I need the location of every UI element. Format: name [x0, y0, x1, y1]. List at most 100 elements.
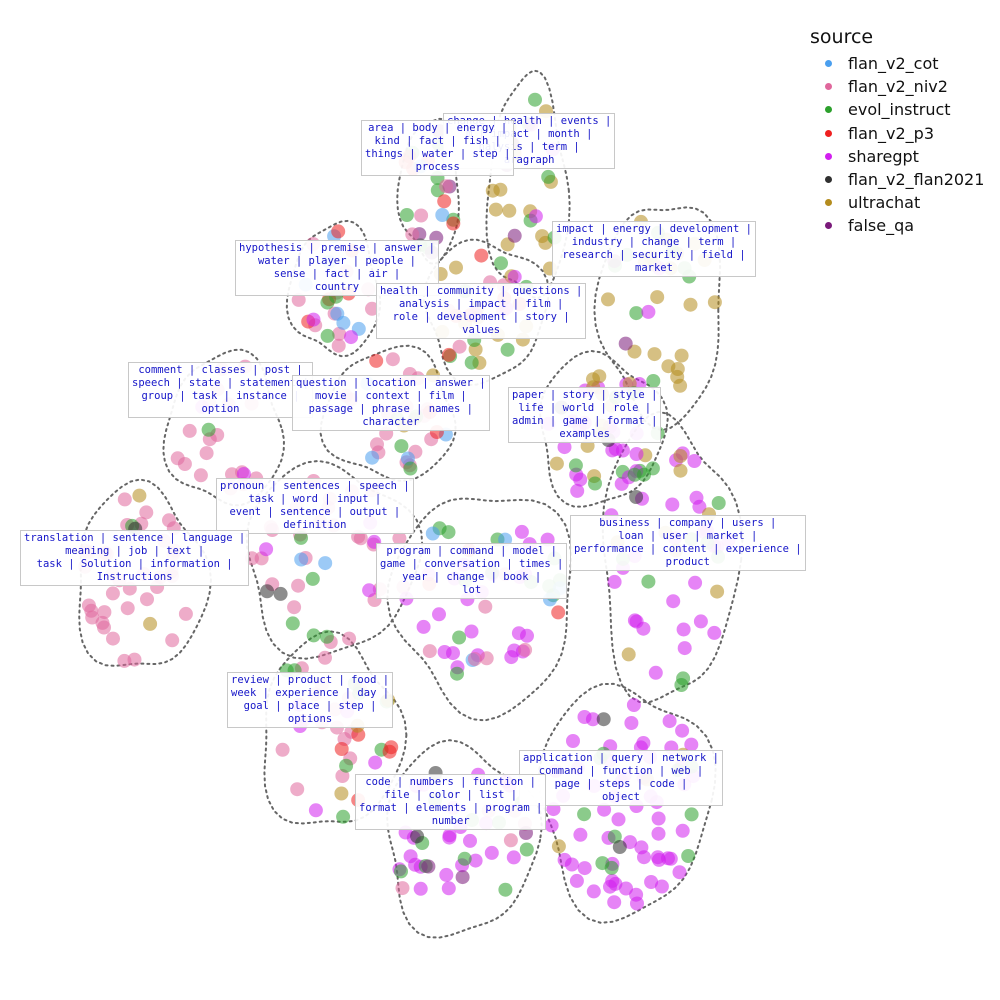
point-sharegpt	[607, 895, 622, 910]
legend-title: source	[810, 26, 874, 48]
point-flan_v2_niv2	[127, 652, 142, 667]
topic-label-c11: translation | sentence | language | mean…	[20, 530, 250, 586]
point-evol_instruct	[681, 849, 696, 863]
point-false_qa	[618, 336, 633, 351]
point-sharegpt	[413, 881, 428, 896]
point-sharegpt	[666, 594, 681, 609]
legend-label: false_qa	[848, 216, 915, 236]
point-evol_instruct	[452, 630, 467, 645]
point-flan_v2_niv2	[503, 833, 518, 848]
point-sharegpt	[675, 823, 690, 838]
legend-item-flan_v2_niv2: flan_v2_niv2	[810, 75, 984, 98]
point-sharegpt	[507, 643, 522, 658]
topic-label-c6: comment | classes | post | speech | stat…	[128, 362, 314, 418]
point-flan_v2_niv2	[106, 631, 120, 646]
point-sharegpt	[684, 737, 699, 752]
legend-label: flan_v2_cot	[848, 54, 939, 74]
point-evol_instruct	[319, 629, 334, 644]
legend-swatch	[825, 106, 832, 114]
point-flan_v2_niv2	[332, 326, 347, 341]
point-flan_v2_niv2	[199, 446, 214, 461]
point-flan_v2_niv2	[452, 339, 467, 354]
point-flan_v2_cot	[330, 306, 345, 321]
point-ultrachat	[449, 260, 463, 275]
legend-swatch	[825, 60, 832, 68]
point-flan_v2_niv2	[479, 651, 494, 666]
point-flan_v2_niv2	[120, 601, 135, 616]
point-sharegpt	[344, 330, 358, 345]
point-ultrachat	[621, 647, 636, 662]
point-sharegpt	[654, 879, 669, 894]
legend-item-sharegpt: sharegpt	[810, 145, 984, 168]
point-flan_v2_niv2	[178, 606, 193, 621]
point-sharegpt	[648, 665, 663, 680]
cluster-outline-c14	[538, 682, 717, 924]
point-sharegpt	[468, 853, 483, 868]
cluster-outline-c8	[538, 349, 669, 508]
point-evol_instruct	[676, 671, 691, 686]
legend-item-flan_v2_flan2021: flan_v2_flan2021	[810, 168, 984, 191]
topic-label-c4: hypothesis | premise | answer | water | …	[235, 240, 439, 296]
topic-label-c8: paper | story | style | life | world | r…	[508, 387, 662, 443]
point-flan_v2_flan2021	[260, 584, 275, 599]
point-flan_v2_niv2	[518, 642, 533, 657]
point-sharegpt	[259, 542, 274, 557]
topic-label-c9: pronoun | sentences | speech | task | wo…	[216, 478, 414, 534]
point-flan_v2_cot	[425, 526, 440, 541]
point-flan_v2_flan2021	[410, 829, 425, 844]
point-ultrachat	[683, 297, 698, 312]
point-flan_v2_niv2	[81, 598, 96, 613]
cluster-outline-c15	[386, 739, 543, 939]
point-sharegpt	[615, 443, 630, 458]
point-sharegpt	[597, 802, 612, 817]
point-sharegpt	[636, 736, 651, 750]
point-evol_instruct	[711, 496, 726, 510]
point-flan_v2_niv2	[95, 615, 110, 630]
point-evol_instruct	[595, 856, 610, 871]
point-flan_v2_niv2	[165, 633, 180, 648]
point-evol_instruct	[450, 666, 464, 681]
point-sharegpt	[432, 607, 446, 622]
point-flan_v2_p3	[382, 744, 397, 759]
point-sharegpt	[687, 454, 702, 468]
legend-item-evol_instruct: evol_instruct	[810, 98, 984, 121]
point-flan_v2_flan2021	[612, 840, 627, 854]
point-sharegpt	[569, 873, 584, 888]
point-flan_v2_niv2	[275, 742, 290, 757]
legend-label: ultrachat	[848, 193, 921, 213]
point-evol_instruct	[394, 864, 408, 879]
legend: source flan_v2_cot flan_v2_niv2 evol_instr…	[810, 26, 984, 238]
point-ultrachat	[673, 378, 688, 393]
cluster-outline-c3	[593, 206, 722, 432]
point-sharegpt	[514, 524, 529, 539]
point-sharegpt	[437, 645, 452, 659]
point-evol_instruct	[519, 842, 534, 857]
point-ultrachat	[673, 463, 688, 478]
point-sharegpt	[677, 641, 692, 656]
point-evol_instruct	[305, 571, 320, 586]
point-flan_v2_niv2	[117, 492, 132, 507]
point-sharegpt	[557, 440, 572, 455]
point-sharegpt	[626, 698, 641, 712]
point-sharegpt	[507, 269, 522, 284]
point-flan_v2_niv2	[392, 531, 407, 546]
point-ultrachat	[670, 362, 685, 376]
point-sharegpt	[629, 447, 644, 461]
point-sharegpt	[236, 467, 251, 481]
point-flan_v2_niv2	[331, 338, 346, 353]
legend-swatch	[825, 129, 832, 137]
point-ultrachat	[132, 488, 147, 503]
point-sharegpt	[665, 497, 680, 512]
legend-item-flan_v2_cot: flan_v2_cot	[810, 52, 984, 75]
point-flan_v2_niv2	[139, 505, 154, 520]
point-evol_instruct	[336, 809, 351, 824]
point-flan_v2_niv2	[85, 610, 100, 625]
point-evol_instruct	[588, 476, 602, 491]
point-flan_v2_niv2	[342, 631, 357, 646]
point-sharegpt	[368, 755, 383, 770]
point-ultrachat	[485, 183, 500, 198]
point-evol_instruct	[394, 439, 409, 454]
point-evol_instruct	[494, 256, 508, 271]
topic-label-c5: health | community | questions | analysi…	[376, 283, 587, 339]
point-sharegpt	[629, 614, 644, 629]
